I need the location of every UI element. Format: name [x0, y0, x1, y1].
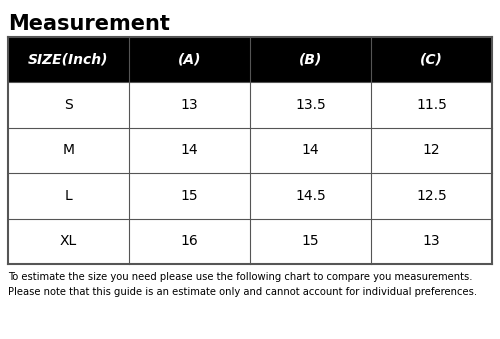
- Bar: [250, 82, 371, 128]
- Bar: [250, 219, 371, 264]
- Bar: [8, 219, 129, 264]
- Text: 16: 16: [180, 234, 198, 248]
- Bar: [129, 219, 250, 264]
- Text: L: L: [64, 189, 72, 203]
- Bar: [250, 37, 371, 82]
- Text: 11.5: 11.5: [416, 98, 447, 112]
- Text: S: S: [64, 98, 73, 112]
- Text: 13: 13: [180, 98, 198, 112]
- Text: M: M: [62, 143, 74, 158]
- Bar: [8, 173, 129, 219]
- Bar: [129, 37, 250, 82]
- Text: 14: 14: [180, 143, 198, 158]
- Text: 13: 13: [422, 234, 440, 248]
- Bar: [8, 128, 129, 173]
- Text: 15: 15: [302, 234, 320, 248]
- Bar: [129, 173, 250, 219]
- Bar: [129, 82, 250, 128]
- Bar: [8, 37, 129, 82]
- Bar: [129, 128, 250, 173]
- Bar: [371, 219, 492, 264]
- Text: 12.5: 12.5: [416, 189, 447, 203]
- Text: SIZE(Inch): SIZE(Inch): [28, 53, 109, 67]
- Text: 15: 15: [180, 189, 198, 203]
- Text: (A): (A): [178, 53, 201, 67]
- Text: 14.5: 14.5: [295, 189, 326, 203]
- Bar: [371, 82, 492, 128]
- Bar: [250, 128, 371, 173]
- Text: 13.5: 13.5: [295, 98, 326, 112]
- Text: To estimate the size you need please use the following chart to compare you meas: To estimate the size you need please use…: [8, 272, 477, 297]
- Text: 14: 14: [302, 143, 320, 158]
- Bar: [371, 128, 492, 173]
- Text: Measurement: Measurement: [8, 14, 170, 34]
- Bar: [250, 173, 371, 219]
- Text: (C): (C): [420, 53, 443, 67]
- Text: XL: XL: [60, 234, 77, 248]
- Bar: [371, 37, 492, 82]
- Bar: [371, 173, 492, 219]
- Bar: [8, 82, 129, 128]
- Text: 12: 12: [422, 143, 440, 158]
- Text: (B): (B): [299, 53, 322, 67]
